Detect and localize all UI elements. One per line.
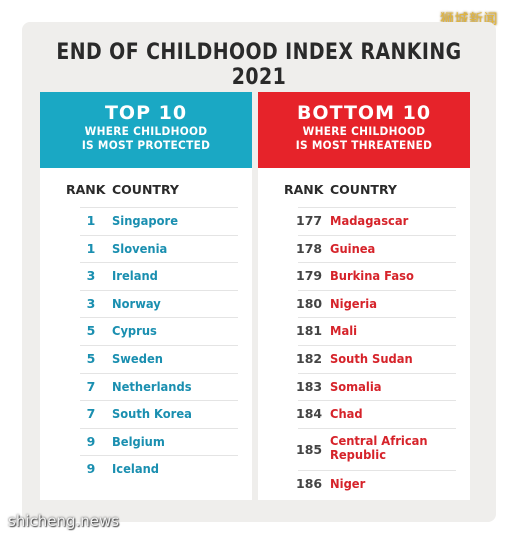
- table-row: 179 Burkina Faso: [296, 262, 456, 290]
- country-cell: Somalia: [330, 378, 382, 394]
- table-row: 180 Nigeria: [296, 289, 456, 318]
- rank-cell: 1: [86, 240, 96, 256]
- rank-cell: 3: [86, 295, 96, 311]
- country-cell: Madagascar: [330, 213, 409, 228]
- table-row: 3 Norway: [80, 289, 238, 318]
- country-cell: Chad: [330, 406, 363, 422]
- rank-cell: 185: [296, 441, 323, 457]
- rank-cell: 5: [86, 350, 96, 366]
- rank-cell: 9: [86, 461, 96, 477]
- rank-column-header: RANK: [284, 182, 324, 197]
- rank-cell: 183: [296, 378, 323, 394]
- table-row: 5 Cyprus: [80, 317, 238, 345]
- bottom10-subheading-line1: WHERE CHILDHOOD: [302, 124, 426, 138]
- rank-cell: 181: [296, 323, 323, 339]
- table-row: 1 Slovenia: [80, 234, 238, 263]
- bottom10-heading: BOTTOM 10: [296, 102, 432, 124]
- infographic-card: END OF CHILDHOOD INDEX RANKING 2021 TOP …: [22, 22, 496, 522]
- country-cell: South Korea: [112, 406, 192, 422]
- table-row: 184 Chad: [296, 400, 456, 428]
- top10-heading: TOP 10: [104, 102, 188, 124]
- country-cell: Central African Republic: [330, 432, 428, 462]
- rank-cell: 9: [86, 433, 96, 449]
- table-row: 7 South Korea: [80, 400, 238, 428]
- country-cell: Niger: [330, 475, 366, 491]
- bottom10-list: 177 Madagascar 178 Guinea 179 Burkina Faso …: [258, 207, 470, 497]
- rank-cell: 5: [86, 323, 96, 339]
- table-row: 183 Somalia: [296, 372, 456, 401]
- rank-cell: 7: [86, 406, 96, 422]
- table-row: 5 Sweden: [80, 344, 238, 373]
- table-row: 7 Netherlands: [80, 372, 238, 401]
- country-column-header: COUNTRY: [330, 182, 397, 197]
- rank-cell: 186: [296, 475, 323, 491]
- country-cell: South Sudan: [330, 350, 413, 366]
- country-cell: Iceland: [112, 461, 160, 477]
- page-title: END OF CHILDHOOD INDEX RANKING 2021: [56, 40, 462, 90]
- bottom10-column-headers: RANK COUNTRY: [258, 182, 470, 202]
- rank-cell: 1: [86, 213, 96, 228]
- country-cell: Nigeria: [330, 295, 377, 311]
- rank-cell: 184: [296, 406, 323, 422]
- country-cell: Slovenia: [112, 240, 168, 256]
- rank-cell: 178: [296, 240, 323, 256]
- table-row: 182 South Sudan: [296, 344, 456, 373]
- table-row: 177 Madagascar: [296, 207, 456, 235]
- top10-subheading-line1: WHERE CHILDHOOD: [84, 124, 208, 138]
- rank-cell: 177: [296, 213, 323, 228]
- country-cell: Guinea: [330, 240, 376, 256]
- bottom10-header: BOTTOM 10 WHERE CHILDHOOD IS MOST THREAT…: [258, 92, 470, 168]
- rank-column-header: RANK: [66, 182, 106, 197]
- country-cell: Mali: [330, 323, 358, 339]
- country-cell: Singapore: [112, 213, 179, 228]
- country-cell: Norway: [112, 295, 161, 311]
- country-cell: Burkina Faso: [330, 268, 414, 284]
- table-row: 1 Singapore: [80, 207, 238, 235]
- country-column-header: COUNTRY: [112, 182, 179, 197]
- top10-subheading-line2: IS MOST PROTECTED: [81, 138, 211, 152]
- country-cell: Ireland: [112, 268, 158, 284]
- rank-cell: 7: [86, 378, 96, 394]
- rank-cell: 3: [86, 268, 96, 284]
- rank-cell: 180: [296, 295, 323, 311]
- bottom10-panel: BOTTOM 10 WHERE CHILDHOOD IS MOST THREAT…: [258, 92, 470, 500]
- rank-cell: 182: [296, 350, 323, 366]
- rank-cell: 179: [296, 268, 323, 284]
- top10-column-headers: RANK COUNTRY: [40, 182, 252, 202]
- country-cell: Cyprus: [112, 323, 157, 339]
- country-cell: Netherlands: [112, 378, 192, 394]
- table-row: 185 Central African Republic: [296, 427, 456, 470]
- top10-header: TOP 10 WHERE CHILDHOOD IS MOST PROTECTED: [40, 92, 252, 168]
- top10-panel: TOP 10 WHERE CHILDHOOD IS MOST PROTECTED…: [40, 92, 252, 500]
- watermark-logo-bottom: shicheng.news: [8, 512, 120, 530]
- table-row: 178 Guinea: [296, 234, 456, 263]
- country-cell: Sweden: [112, 350, 163, 366]
- table-row: 181 Mali: [296, 317, 456, 345]
- bottom10-subheading-line2: IS MOST THREATENED: [295, 138, 433, 152]
- table-row: 9 Iceland: [80, 455, 238, 483]
- country-cell: Belgium: [112, 433, 165, 449]
- table-row: 3 Ireland: [80, 262, 238, 290]
- table-row: 9 Belgium: [80, 427, 238, 456]
- table-row: 186 Niger: [296, 469, 456, 498]
